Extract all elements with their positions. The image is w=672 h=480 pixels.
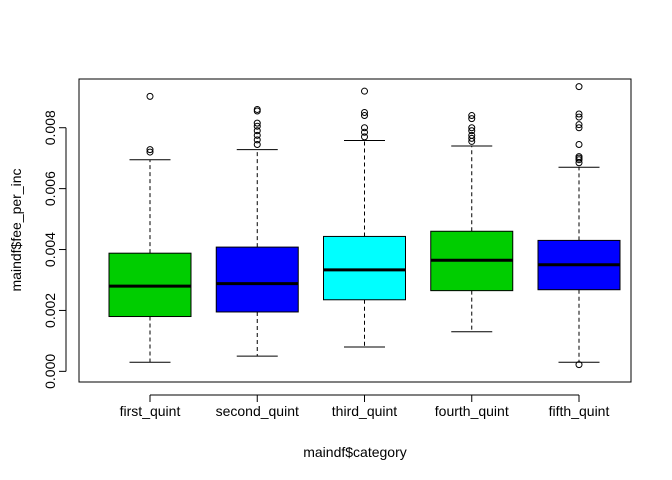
outlier-point — [253, 105, 261, 113]
outlier-point — [575, 124, 583, 132]
y-tick-label: 0.000 — [42, 354, 58, 389]
boxplot-series — [108, 83, 621, 369]
plot-border — [78, 78, 632, 383]
outlier-point — [468, 131, 476, 139]
outlier-point — [253, 119, 261, 127]
box-third_quint — [323, 87, 406, 348]
outlier-point — [253, 127, 261, 135]
outlier-point — [468, 115, 476, 123]
outlier-point — [146, 92, 154, 100]
y-axis: 0.000 0.002 0.004 0.006 0.008 — [42, 110, 67, 389]
outlier-point — [575, 83, 583, 91]
x-axis: first_quint second_quint third_quint fourth… — [120, 394, 610, 419]
outlier-point — [253, 140, 261, 148]
outlier-point — [146, 148, 154, 156]
x-axis-label: maindf$category — [303, 444, 407, 460]
box-fifth_quint — [537, 83, 621, 369]
x-tick-label: fourth_quint — [435, 403, 509, 419]
outlier-point — [575, 153, 583, 161]
outlier-point — [575, 110, 583, 118]
outlier-point — [361, 133, 368, 141]
outlier-point — [468, 134, 476, 142]
outlier-point — [575, 113, 583, 121]
box-first_quint — [108, 92, 192, 363]
x-tick-label: first_quint — [120, 403, 181, 419]
outlier-point — [575, 121, 583, 129]
box-fourth_quint — [430, 112, 514, 333]
outlier-point — [253, 136, 261, 144]
outlier-point — [253, 122, 261, 130]
outlier-point — [468, 127, 476, 135]
outlier-point — [361, 87, 368, 95]
box-iqr — [323, 235, 406, 301]
x-tick-label: second_quint — [216, 403, 299, 419]
outlier-point — [361, 124, 368, 132]
outlier-point — [253, 131, 261, 139]
x-tick-label: fifth_quint — [549, 403, 610, 419]
outlier-point — [575, 361, 583, 369]
outlier-point — [361, 128, 368, 136]
box-second_quint — [215, 105, 299, 357]
outlier-point — [361, 108, 368, 116]
box-iqr — [215, 246, 299, 313]
outlier-point — [361, 112, 368, 120]
y-tick-label: 0.004 — [42, 232, 58, 267]
outlier-point — [468, 124, 476, 132]
outlier-point — [146, 146, 154, 154]
outlier-point — [575, 140, 583, 148]
y-tick-label: 0.008 — [42, 110, 58, 145]
outlier-point — [468, 112, 476, 120]
y-axis-label: maindf$fee_per_inc — [8, 169, 24, 292]
x-tick-label: third_quint — [332, 403, 397, 419]
y-tick-label: 0.006 — [42, 171, 58, 206]
y-tick-label: 0.002 — [42, 293, 58, 328]
